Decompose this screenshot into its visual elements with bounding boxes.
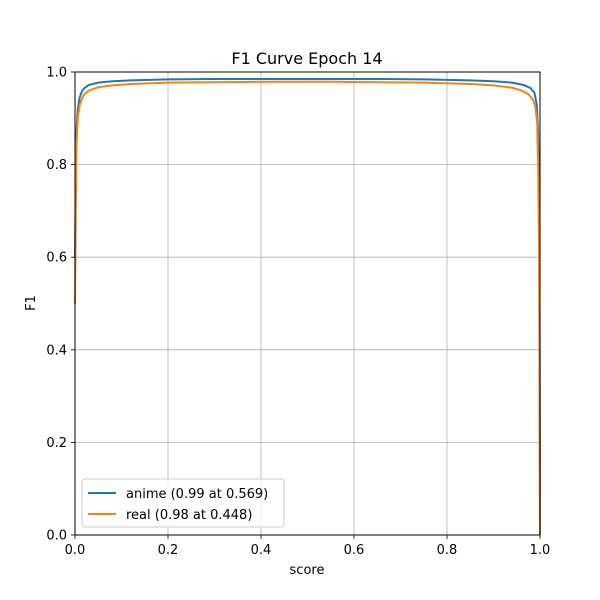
- x-tick-label: 0.6: [344, 543, 365, 558]
- tick-layer: 0.0 0.2 0.4 0.6 0.8 1.0 0.0 0.2 0.4 0.6 0.8 1.0: [46, 66, 550, 559]
- series-line-real: [74, 80, 541, 536]
- y-tick-label: 0.4: [46, 343, 67, 358]
- x-tick-label: 0.8: [437, 543, 458, 558]
- y-axis-label: F1: [24, 295, 39, 311]
- legend-box: [81, 478, 285, 528]
- grid-layer: [74, 71, 541, 536]
- series-layer: [74, 77, 541, 536]
- y-tick-label: 0.2: [46, 436, 67, 451]
- legend-label-real: real (0.98 at 0.448): [126, 508, 252, 523]
- y-tick-label: 0.6: [46, 251, 67, 266]
- x-tick-label: 0.4: [251, 543, 272, 558]
- legend: anime (0.99 at 0.569) real (0.98 at 0.44…: [81, 478, 285, 528]
- x-tick-label: 0.0: [65, 543, 86, 558]
- chart-title: F1 Curve Epoch 14: [231, 49, 382, 68]
- y-tick-label: 0.8: [46, 158, 67, 173]
- y-tick-label: 0.0: [46, 529, 67, 544]
- x-axis-label: score: [290, 563, 325, 578]
- y-tick-label: 1.0: [46, 66, 67, 81]
- plot-frame: [74, 71, 541, 536]
- legend-label-anime: anime (0.99 at 0.569): [126, 487, 268, 502]
- x-tick-label: 0.2: [158, 543, 179, 558]
- series-line-anime: [74, 77, 541, 526]
- x-tick-label: 1.0: [530, 543, 551, 558]
